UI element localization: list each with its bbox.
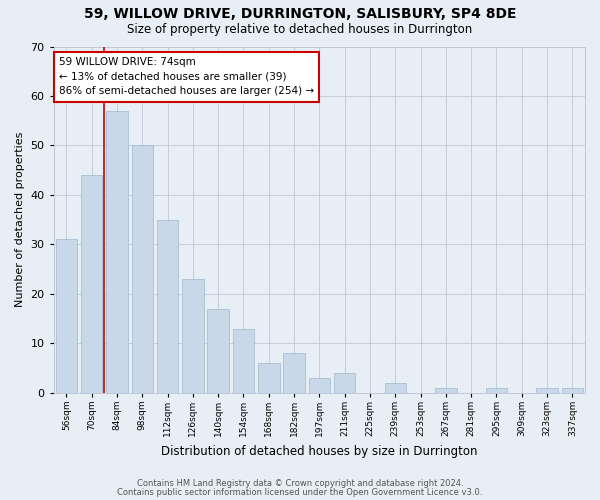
Y-axis label: Number of detached properties: Number of detached properties (15, 132, 25, 308)
Bar (536, 388, 558, 393)
Bar (157, 220, 178, 393)
Text: Contains HM Land Registry data © Crown copyright and database right 2024.: Contains HM Land Registry data © Crown c… (137, 478, 463, 488)
Bar (131, 146, 153, 393)
Bar (81, 175, 103, 393)
Text: Size of property relative to detached houses in Durrington: Size of property relative to detached ho… (127, 22, 473, 36)
Bar (182, 279, 203, 393)
X-axis label: Distribution of detached houses by size in Durrington: Distribution of detached houses by size … (161, 444, 478, 458)
Bar (283, 354, 305, 393)
Bar (233, 328, 254, 393)
Text: 59 WILLOW DRIVE: 74sqm
← 13% of detached houses are smaller (39)
86% of semi-det: 59 WILLOW DRIVE: 74sqm ← 13% of detached… (59, 57, 314, 96)
Bar (208, 308, 229, 393)
Bar (485, 388, 507, 393)
Bar (562, 388, 583, 393)
Bar (334, 373, 355, 393)
Text: 59, WILLOW DRIVE, DURRINGTON, SALISBURY, SP4 8DE: 59, WILLOW DRIVE, DURRINGTON, SALISBURY,… (84, 8, 516, 22)
Bar (258, 363, 280, 393)
Bar (308, 378, 330, 393)
Bar (435, 388, 457, 393)
Text: Contains public sector information licensed under the Open Government Licence v3: Contains public sector information licen… (118, 488, 482, 497)
Bar (385, 383, 406, 393)
Bar (106, 111, 128, 393)
Bar (56, 240, 77, 393)
